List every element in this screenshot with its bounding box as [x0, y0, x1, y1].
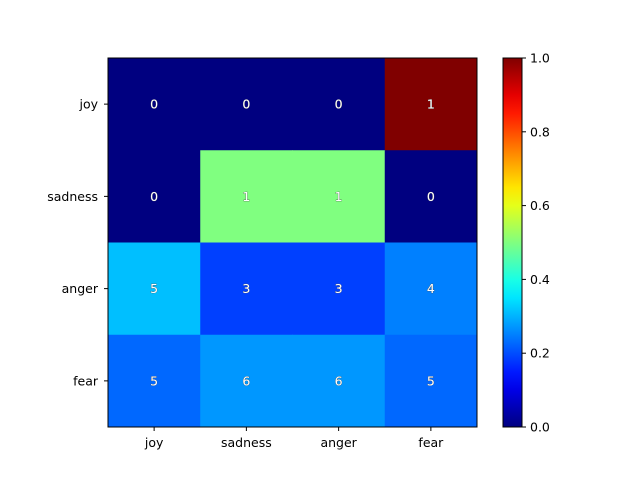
y-axis: joy sadness anger fear — [47, 97, 108, 388]
heatmap-cell-sadness-sadness — [200, 150, 293, 243]
cell-label-anger-joy: 5 — [150, 281, 158, 296]
heatmap-cell-anger-joy — [108, 242, 201, 336]
cell-label-fear-sadness: 6 — [242, 373, 250, 388]
cell-label-sadness-anger: 1 — [335, 189, 343, 204]
cell-label-anger-sadness: 3 — [242, 281, 250, 296]
heatmap-cell-joy-anger — [292, 58, 386, 151]
x-tick-label-joy: joy — [144, 435, 164, 450]
colorbar-frame — [502, 57, 523, 428]
heatmap-cell-joy-sadness — [200, 58, 293, 151]
y-tick-label-sadness: sadness — [47, 189, 98, 204]
colorbar-tick-label-0: 0.0 — [530, 420, 550, 435]
cell-label-sadness-fear: 0 — [427, 189, 435, 204]
colorbar-tick-label-2: 0.4 — [530, 272, 550, 287]
heatmap-cell-fear-anger — [292, 334, 386, 428]
x-tick-label-sadness: sadness — [221, 435, 272, 450]
heatmap-cell-fear-fear — [384, 334, 478, 428]
cell-label-fear-anger: 6 — [335, 373, 343, 388]
heatmap-cells — [108, 58, 478, 428]
y-tick-label-fear: fear — [73, 373, 99, 388]
heatmap-cell-labels: 0 0 0 1 0 1 1 0 5 3 3 4 5 6 6 5 — [150, 96, 435, 388]
heatmap-cell-fear-sadness — [200, 334, 293, 428]
x-tick-label-fear: fear — [418, 435, 444, 450]
heatmap-cell-anger-anger — [292, 242, 386, 336]
cell-label-joy-sadness: 0 — [242, 97, 250, 112]
y-tick-label-anger: anger — [62, 281, 99, 296]
heatmap-cell-anger-sadness — [200, 242, 293, 336]
y-tick-label-joy: joy — [78, 97, 98, 112]
cell-label-joy-joy: 0 — [150, 97, 158, 112]
colorbar-gradient — [503, 58, 522, 427]
colorbar-tick-label-3: 0.6 — [530, 198, 550, 213]
cell-label-anger-anger: 3 — [335, 281, 343, 296]
plot-frame — [107, 57, 478, 428]
cell-label-sadness-joy: 0 — [150, 189, 158, 204]
heatmap-cell-sadness-joy — [108, 150, 201, 243]
cell-label-anger-fear: 4 — [427, 281, 435, 296]
x-axis: joy sadness anger fear — [144, 427, 444, 450]
heatmap-cell-fear-joy — [108, 334, 201, 428]
colorbar: 0.0 0.2 0.4 0.6 0.8 1.0 — [502, 51, 550, 435]
cell-label-fear-joy: 5 — [150, 373, 158, 388]
heatmap-cell-sadness-fear — [384, 150, 478, 243]
cell-label-fear-fear: 5 — [427, 373, 435, 388]
heatmap-cell-joy-fear — [384, 58, 478, 151]
colorbar-tick-label-4: 0.8 — [530, 124, 550, 139]
colorbar-tick-label-1: 0.2 — [530, 346, 550, 361]
cell-label-sadness-sadness: 1 — [242, 189, 250, 204]
x-tick-label-anger: anger — [320, 435, 357, 450]
heatmap-cell-joy-joy — [108, 58, 201, 151]
cell-label-joy-fear: 1 — [427, 97, 435, 112]
heatmap-cell-anger-fear — [384, 242, 478, 336]
cell-label-joy-anger: 0 — [335, 97, 343, 112]
heatmap-cell-sadness-anger — [292, 150, 386, 243]
colorbar-tick-label-5: 1.0 — [530, 51, 550, 66]
